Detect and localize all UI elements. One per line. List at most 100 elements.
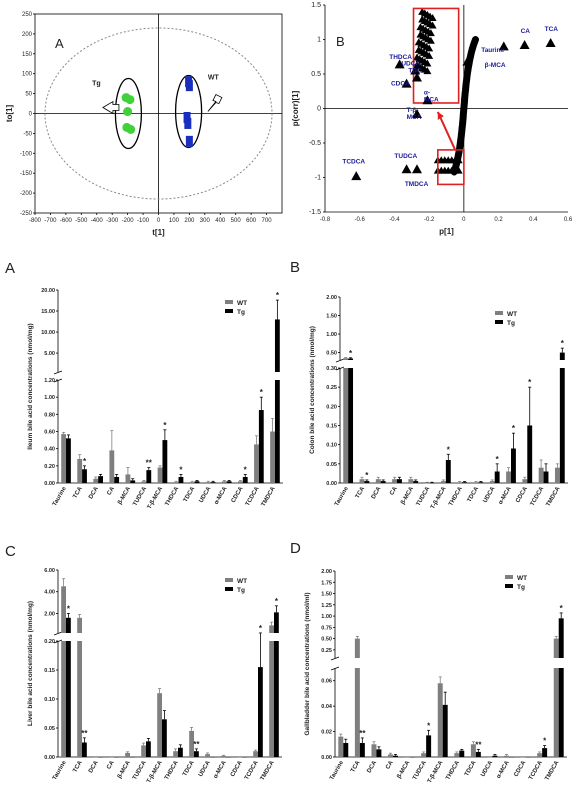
splot-named-point xyxy=(410,65,421,75)
colon-bar xyxy=(506,471,511,483)
scores-y-label: to[1] xyxy=(5,105,14,123)
scores-x-tick: -200 xyxy=(122,218,135,224)
gallbladder-bar xyxy=(354,668,360,757)
colon-significance-star: * xyxy=(512,424,516,433)
ileum-x-tick: UDCA xyxy=(199,485,213,504)
splot-x-tick: -0.8 xyxy=(320,217,331,223)
liver-x-tick: Taurine xyxy=(52,759,68,781)
ileum-panel-letter: A xyxy=(5,260,15,277)
ileum-y-tick: 1.00 xyxy=(44,395,55,401)
ileum-y-tick: 0.80 xyxy=(44,412,55,418)
colon-y-tick: 1.00 xyxy=(326,332,337,338)
splot-named-point xyxy=(545,37,556,47)
liver-y-label: Liver bile acid concentrations (nmol/mg) xyxy=(27,601,34,726)
liver-bar xyxy=(61,641,66,757)
colon-bar xyxy=(413,481,419,483)
liver-bar xyxy=(66,641,71,757)
gallbladder-x-tick: T-β-MCA xyxy=(427,759,445,784)
colon-significance-star: * xyxy=(561,339,565,348)
liver-bar xyxy=(157,693,162,757)
ileum-y-label: Ileum bile acid concentrations (nmol/mg) xyxy=(27,323,34,449)
gallbladder-axis-break xyxy=(330,656,340,671)
scores-x-tick: 700 xyxy=(262,218,273,224)
liver-y-tick: 2.00 xyxy=(44,611,55,617)
colon-y-tick: 0.30 xyxy=(326,366,337,372)
splot-cluster-point xyxy=(426,36,435,44)
ileum-bar xyxy=(258,410,264,483)
liver-significance-star: * xyxy=(259,624,263,633)
ileum-bar xyxy=(93,478,99,483)
gallbladder-x-tick: β-MCA xyxy=(396,759,411,779)
liver-bar xyxy=(258,667,263,757)
liver-x-tick: TCA xyxy=(72,759,84,773)
ileum-y-tick: 5.00 xyxy=(44,351,55,357)
ileum-bar xyxy=(130,480,136,483)
splot-x-tick: 0.6 xyxy=(564,217,573,223)
liver-bar xyxy=(77,617,82,633)
ileum-bar xyxy=(242,476,248,483)
colon-x-tick: T-β-MCA xyxy=(430,485,448,510)
gallbladder-x-tick: CDCA xyxy=(513,759,527,778)
gallbladder-bar xyxy=(542,748,548,757)
colon-y-tick: 0.25 xyxy=(326,385,337,391)
ileum-significance-star: * xyxy=(163,421,167,430)
liver-bar xyxy=(178,747,183,757)
liver-y-tick: 0.20 xyxy=(44,639,55,645)
colon-bar xyxy=(440,481,446,483)
tg-arrow-icon xyxy=(102,100,120,115)
splot-point-label: T-β- xyxy=(407,107,419,114)
gallbladder-y-tick: 0.50 xyxy=(321,637,332,643)
splot-named-point xyxy=(401,164,412,174)
colon-x-tick: β-MCA xyxy=(400,485,415,505)
colon-y-tick: 2.00 xyxy=(326,295,337,301)
splot-cluster-point xyxy=(423,59,432,67)
ileum-legend-swatch xyxy=(225,309,233,313)
ileum-bar xyxy=(109,450,115,483)
scores-y-tick: 100 xyxy=(22,72,33,78)
gallbladder-bar xyxy=(459,750,465,757)
colon-bar xyxy=(364,481,370,483)
liver-x-tick: α-MCA xyxy=(213,759,228,779)
gallbladder-bar xyxy=(492,755,498,757)
scores-y-tick: -200 xyxy=(20,191,33,197)
scores-x-tick: -800 xyxy=(29,218,42,224)
ileum-x-tick: TDCA xyxy=(183,485,197,503)
colon-legend-swatch xyxy=(495,320,503,324)
ileum-bar xyxy=(125,474,131,483)
gallbladder-significance-star: * xyxy=(560,604,564,613)
colon-bar xyxy=(511,448,516,483)
scores-x-tick: -600 xyxy=(60,218,73,224)
splot-cluster-point xyxy=(428,21,437,29)
ileum-x-tick: β-MCA xyxy=(117,485,132,505)
liver-panel-letter: C xyxy=(5,543,16,560)
ileum-bar xyxy=(210,482,216,483)
ileum-x-tick: CA xyxy=(106,485,116,496)
liver-legend-swatch xyxy=(225,578,233,582)
ileum-bar xyxy=(114,476,120,483)
splot-cluster-point xyxy=(426,29,435,37)
splot: -0.8 -0.6 -0.4 -0.2 0 0.2 0.4 0.6 1.5 1 0.5 0 -0.5 -1… xyxy=(291,2,573,236)
splot-y-tick: -1.5 xyxy=(309,209,321,216)
colon-x-tick: THDCA xyxy=(448,485,464,507)
gallbladder-bar xyxy=(359,743,365,757)
liver-bar xyxy=(162,719,167,757)
ileum-legend-swatch xyxy=(225,300,233,304)
scores-x-tick: 100 xyxy=(169,218,180,224)
colon-bar xyxy=(559,352,565,360)
gallbladder-bar xyxy=(553,668,559,757)
splot-named-point xyxy=(498,41,509,51)
ileum-bar xyxy=(77,458,83,483)
colon-bar xyxy=(343,368,349,483)
gallbladder-bar xyxy=(437,683,443,757)
scores-x-tick: 0 xyxy=(157,218,161,224)
splot-point-label: MCA xyxy=(424,97,439,104)
ileum-bar xyxy=(254,444,259,483)
scores-y-tick: -100 xyxy=(20,151,33,157)
liver-significance-star: * xyxy=(67,604,71,613)
splot-y-tick: -1 xyxy=(315,175,321,182)
liver-bar xyxy=(146,741,151,757)
scores-y-tick: 250 xyxy=(22,12,33,18)
scores-x-label: t[1] xyxy=(152,228,165,237)
splot-x-label: p[1] xyxy=(439,227,454,236)
ileum-legend-label: Tg xyxy=(237,309,245,316)
